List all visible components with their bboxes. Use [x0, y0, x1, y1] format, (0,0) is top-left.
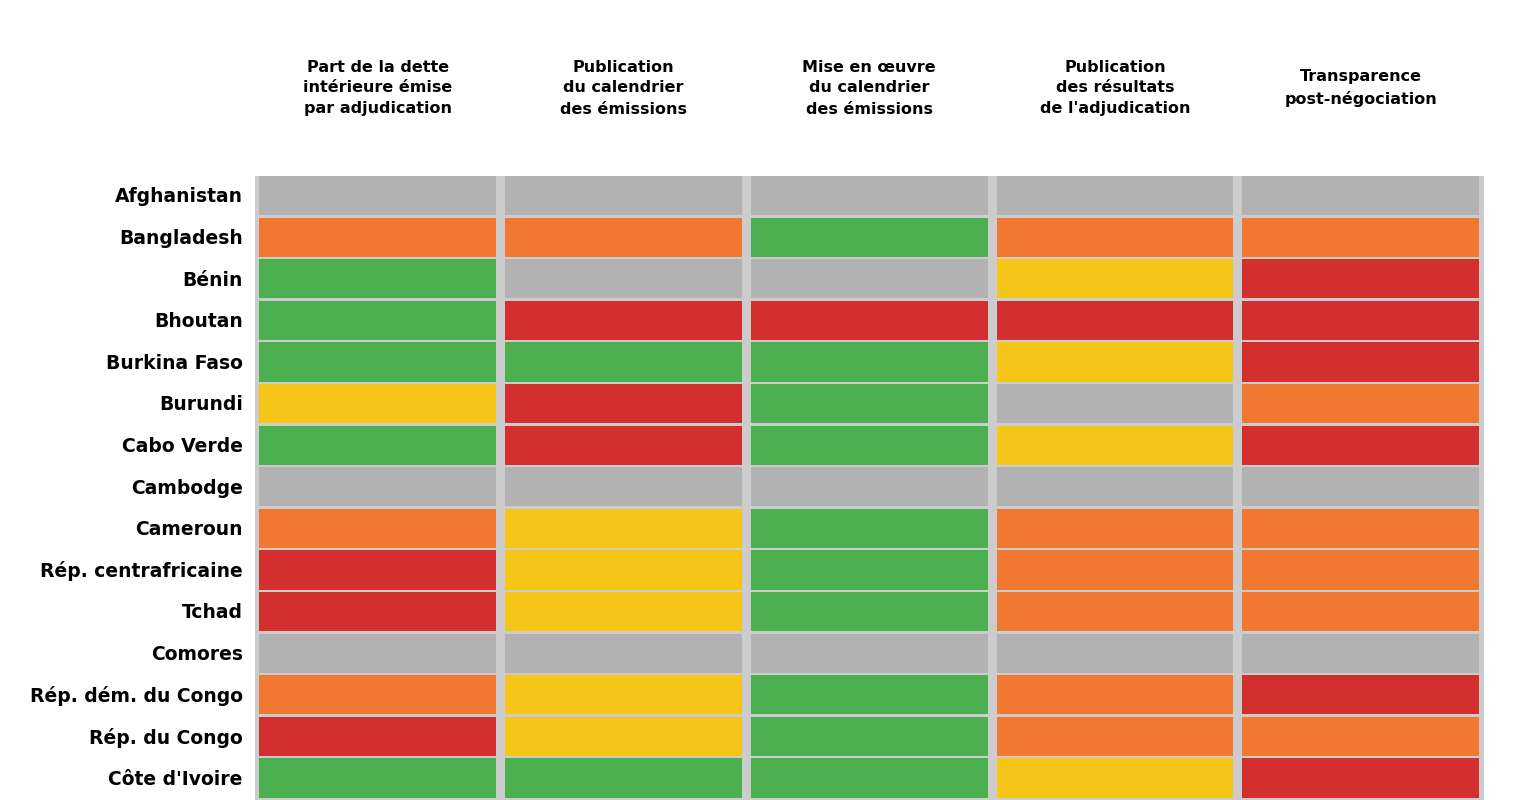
Text: Burkina Faso: Burkina Faso [106, 354, 243, 373]
FancyBboxPatch shape [505, 301, 742, 340]
FancyBboxPatch shape [751, 634, 988, 673]
FancyBboxPatch shape [1242, 259, 1479, 298]
FancyBboxPatch shape [997, 634, 1233, 673]
FancyBboxPatch shape [751, 342, 988, 382]
FancyBboxPatch shape [1242, 550, 1479, 590]
FancyBboxPatch shape [751, 176, 988, 215]
FancyBboxPatch shape [259, 342, 496, 382]
FancyBboxPatch shape [505, 218, 742, 257]
FancyBboxPatch shape [997, 467, 1233, 506]
Text: Bénin: Bénin [182, 270, 243, 290]
FancyBboxPatch shape [751, 218, 988, 257]
FancyBboxPatch shape [1242, 384, 1479, 423]
FancyBboxPatch shape [1242, 758, 1479, 798]
FancyBboxPatch shape [505, 592, 742, 631]
FancyBboxPatch shape [1242, 176, 1479, 215]
Text: Rép. dém. du Congo: Rép. dém. du Congo [30, 686, 243, 706]
FancyBboxPatch shape [259, 675, 496, 714]
FancyBboxPatch shape [259, 550, 496, 590]
FancyBboxPatch shape [751, 467, 988, 506]
FancyBboxPatch shape [259, 634, 496, 673]
Text: Rép. du Congo: Rép. du Congo [90, 728, 243, 747]
FancyBboxPatch shape [505, 176, 742, 215]
FancyBboxPatch shape [997, 259, 1233, 298]
FancyBboxPatch shape [259, 301, 496, 340]
Text: Mise en œuvre
du calendrier
des émissions: Mise en œuvre du calendrier des émission… [802, 59, 936, 117]
FancyBboxPatch shape [997, 717, 1233, 756]
FancyBboxPatch shape [751, 426, 988, 465]
FancyBboxPatch shape [1242, 634, 1479, 673]
FancyBboxPatch shape [997, 758, 1233, 798]
FancyBboxPatch shape [505, 675, 742, 714]
Text: Bhoutan: Bhoutan [153, 312, 243, 331]
FancyBboxPatch shape [1242, 218, 1479, 257]
Text: Transparence
post-négociation: Transparence post-négociation [1285, 70, 1437, 106]
FancyBboxPatch shape [259, 259, 496, 298]
FancyBboxPatch shape [505, 509, 742, 548]
FancyBboxPatch shape [1242, 509, 1479, 548]
Text: Burundi: Burundi [159, 395, 243, 414]
FancyBboxPatch shape [997, 550, 1233, 590]
Text: Afghanistan: Afghanistan [115, 187, 243, 206]
FancyBboxPatch shape [997, 592, 1233, 631]
FancyBboxPatch shape [505, 550, 742, 590]
FancyBboxPatch shape [259, 467, 496, 506]
Text: Part de la dette
intérieure émise
par adjudication: Part de la dette intérieure émise par ad… [303, 59, 452, 117]
FancyBboxPatch shape [255, 0, 1484, 800]
FancyBboxPatch shape [505, 426, 742, 465]
Text: Comores: Comores [150, 645, 243, 664]
FancyBboxPatch shape [751, 592, 988, 631]
FancyBboxPatch shape [751, 717, 988, 756]
FancyBboxPatch shape [259, 384, 496, 423]
FancyBboxPatch shape [751, 384, 988, 423]
FancyBboxPatch shape [505, 758, 742, 798]
Text: Publication
des résultats
de l'adjudication: Publication des résultats de l'adjudicat… [1039, 59, 1191, 117]
FancyBboxPatch shape [751, 550, 988, 590]
FancyBboxPatch shape [259, 218, 496, 257]
FancyBboxPatch shape [1242, 342, 1479, 382]
FancyBboxPatch shape [997, 426, 1233, 465]
FancyBboxPatch shape [505, 384, 742, 423]
FancyBboxPatch shape [1242, 301, 1479, 340]
FancyBboxPatch shape [505, 467, 742, 506]
FancyBboxPatch shape [259, 176, 496, 215]
Text: Cameroun: Cameroun [135, 520, 243, 539]
FancyBboxPatch shape [997, 509, 1233, 548]
Text: Publication
du calendrier
des émissions: Publication du calendrier des émissions [560, 59, 687, 117]
FancyBboxPatch shape [997, 342, 1233, 382]
Text: Bangladesh: Bangladesh [118, 229, 243, 248]
FancyBboxPatch shape [1242, 717, 1479, 756]
FancyBboxPatch shape [505, 342, 742, 382]
FancyBboxPatch shape [997, 218, 1233, 257]
Text: Cambodge: Cambodge [130, 478, 243, 498]
FancyBboxPatch shape [505, 634, 742, 673]
FancyBboxPatch shape [997, 301, 1233, 340]
FancyBboxPatch shape [259, 717, 496, 756]
FancyBboxPatch shape [751, 259, 988, 298]
Text: Rép. centrafricaine: Rép. centrafricaine [39, 562, 243, 581]
FancyBboxPatch shape [259, 426, 496, 465]
FancyBboxPatch shape [997, 176, 1233, 215]
Text: Tchad: Tchad [182, 603, 243, 622]
FancyBboxPatch shape [997, 675, 1233, 714]
FancyBboxPatch shape [259, 509, 496, 548]
FancyBboxPatch shape [751, 509, 988, 548]
FancyBboxPatch shape [1242, 426, 1479, 465]
Text: Cabo Verde: Cabo Verde [121, 437, 243, 456]
FancyBboxPatch shape [259, 592, 496, 631]
Text: Côte d'Ivoire: Côte d'Ivoire [108, 770, 243, 789]
FancyBboxPatch shape [505, 259, 742, 298]
FancyBboxPatch shape [1242, 467, 1479, 506]
FancyBboxPatch shape [997, 384, 1233, 423]
FancyBboxPatch shape [751, 301, 988, 340]
FancyBboxPatch shape [1242, 592, 1479, 631]
FancyBboxPatch shape [255, 0, 1484, 176]
FancyBboxPatch shape [751, 758, 988, 798]
FancyBboxPatch shape [259, 758, 496, 798]
FancyBboxPatch shape [505, 717, 742, 756]
FancyBboxPatch shape [751, 675, 988, 714]
FancyBboxPatch shape [1242, 675, 1479, 714]
